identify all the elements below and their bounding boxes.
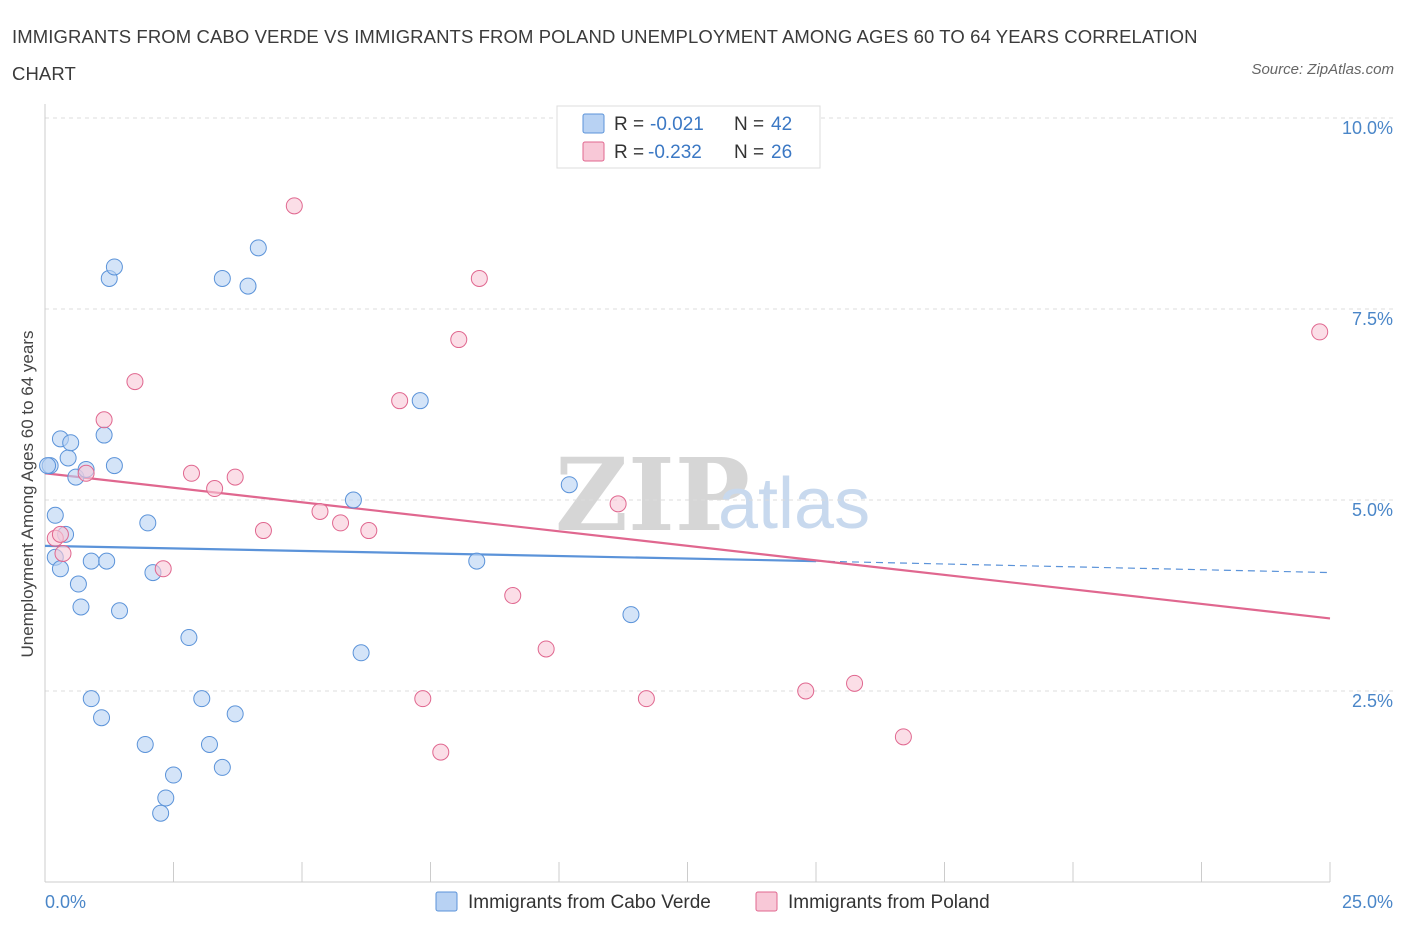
legend-n-label-poland: N =	[734, 142, 764, 163]
point-poland	[537, 640, 555, 658]
point-cabo-verde	[226, 705, 244, 723]
y-axis-label: Unemployment Among Ages 60 to 64 years	[18, 331, 37, 658]
bottom-legend-swatch-poland	[755, 891, 778, 912]
x-tick-label-max: 25.0%	[1342, 892, 1393, 912]
bottom-legend-label-poland: Immigrants from Poland	[788, 892, 990, 913]
point-cabo-verde	[69, 575, 87, 593]
data-points	[39, 197, 1329, 822]
correlation-legend: R = -0.021 N = 42 R = -0.232 N = 26	[556, 105, 821, 169]
axes: 2.5% 5.0% 7.5% 10.0%	[44, 104, 1393, 883]
point-poland	[797, 682, 815, 700]
point-poland	[332, 514, 350, 532]
trend-line-extension-0	[815, 560, 1331, 574]
point-poland	[846, 674, 864, 692]
gridlines	[45, 117, 1393, 692]
point-poland	[95, 411, 113, 429]
point-cabo-verde	[62, 434, 80, 452]
bottom-legend-label-cabo-verde: Immigrants from Cabo Verde	[468, 892, 711, 913]
point-poland	[504, 587, 522, 604]
y-tick-label: 7.5%	[1352, 309, 1393, 329]
point-cabo-verde	[111, 602, 129, 620]
point-poland	[894, 728, 912, 746]
point-cabo-verde	[193, 690, 211, 708]
point-cabo-verde	[213, 758, 231, 776]
y-tick-label: 5.0%	[1352, 500, 1393, 520]
legend-r-label-cabo-verde: R =	[614, 114, 644, 135]
point-cabo-verde	[139, 514, 157, 532]
point-poland	[154, 560, 172, 578]
point-cabo-verde	[39, 457, 57, 475]
legend-n-value-cabo-verde: 42	[771, 114, 792, 135]
point-cabo-verde	[560, 476, 578, 494]
watermark-atlas: atlas	[718, 464, 870, 544]
point-cabo-verde	[72, 598, 90, 616]
point-poland	[285, 197, 303, 215]
legend-r-label-poland: R =	[614, 142, 644, 163]
point-cabo-verde	[200, 735, 218, 753]
point-poland	[182, 464, 200, 482]
y-tick-label: 2.5%	[1352, 691, 1393, 711]
point-poland	[432, 743, 450, 761]
point-cabo-verde	[105, 258, 123, 276]
point-cabo-verde	[152, 804, 170, 822]
point-poland	[226, 468, 244, 486]
chart-title: IMMIGRANTS FROM CABO VERDE VS IMMIGRANTS…	[12, 26, 1198, 84]
point-poland	[450, 331, 468, 349]
point-cabo-verde	[239, 277, 257, 295]
point-poland	[77, 464, 95, 482]
point-cabo-verde	[249, 239, 267, 257]
x-tick-label-min: 0.0%	[45, 892, 86, 912]
point-poland	[254, 522, 272, 540]
point-cabo-verde	[344, 491, 362, 509]
point-cabo-verde	[51, 560, 69, 578]
point-cabo-verde	[98, 552, 116, 570]
y-tick-label: 10.0%	[1342, 118, 1393, 138]
point-cabo-verde	[165, 766, 182, 784]
point-cabo-verde	[82, 552, 100, 570]
legend-r-value-poland: -0.232	[648, 142, 702, 163]
point-cabo-verde	[157, 789, 175, 807]
source-label: Source: ZipAtlas.com	[1251, 61, 1394, 78]
point-cabo-verde	[180, 629, 198, 647]
point-poland	[54, 544, 72, 562]
point-cabo-verde	[213, 269, 231, 287]
legend-n-label-cabo-verde: N =	[734, 114, 764, 135]
point-poland	[609, 495, 627, 513]
point-cabo-verde	[105, 457, 123, 475]
legend-swatch-cabo-verde	[582, 113, 605, 134]
point-poland	[1311, 323, 1329, 341]
point-poland	[311, 502, 329, 520]
point-cabo-verde	[59, 449, 77, 467]
point-poland	[360, 522, 378, 540]
point-poland	[470, 269, 488, 287]
point-cabo-verde	[93, 709, 111, 727]
point-poland	[126, 373, 144, 391]
point-poland	[391, 392, 409, 410]
point-cabo-verde	[468, 552, 486, 570]
legend-r-value-cabo-verde: -0.021	[650, 114, 704, 135]
point-poland	[414, 690, 432, 708]
point-poland	[51, 525, 69, 543]
point-cabo-verde	[352, 644, 370, 662]
series-legend: Immigrants from Cabo Verde Immigrants fr…	[435, 891, 990, 913]
point-cabo-verde	[95, 426, 113, 444]
bottom-legend-swatch-cabo-verde	[435, 891, 458, 912]
point-cabo-verde	[46, 506, 64, 524]
point-cabo-verde	[82, 690, 100, 708]
point-cabo-verde	[622, 606, 640, 624]
point-cabo-verde	[136, 735, 154, 753]
legend-swatch-poland	[582, 141, 605, 162]
point-poland	[206, 480, 224, 498]
point-cabo-verde	[411, 392, 429, 410]
point-poland	[637, 690, 655, 708]
trend-line-0	[44, 544, 817, 563]
trend-lines	[44, 472, 1331, 620]
legend-n-value-poland: 26	[771, 142, 792, 163]
trend-line-1	[44, 472, 1331, 620]
